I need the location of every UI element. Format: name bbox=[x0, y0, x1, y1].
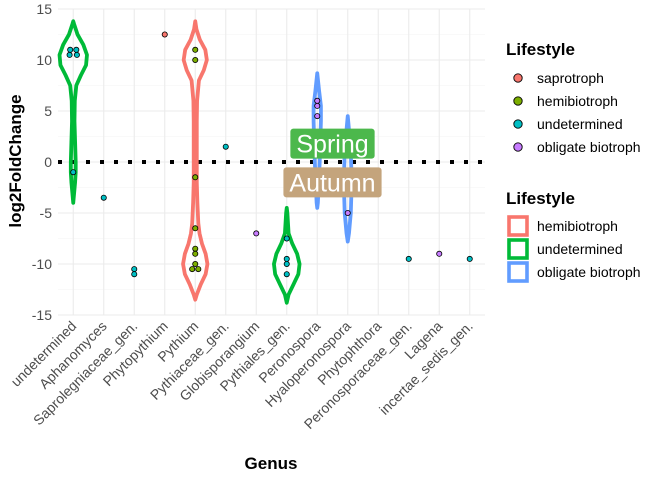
violins bbox=[57, 19, 354, 305]
point-peronospora bbox=[314, 113, 321, 120]
y-tick-label: 5 bbox=[44, 103, 52, 119]
point-lagena bbox=[436, 250, 443, 257]
point-peronospora bbox=[314, 102, 321, 109]
legend-fill-label-obligate-biotroph: obligate biotroph bbox=[537, 139, 641, 155]
point-pythiales-gen bbox=[283, 255, 290, 262]
legend-fill-key-obligate-biotroph bbox=[513, 142, 523, 152]
legend-fill-key-undetermined bbox=[513, 119, 523, 129]
violin-hyaloperonospora bbox=[342, 114, 354, 244]
point-pythium bbox=[195, 266, 202, 273]
point-hyaloperonospora bbox=[344, 209, 351, 216]
point-peronosporaceae-gen bbox=[405, 255, 412, 262]
data-points bbox=[66, 31, 473, 278]
legend-fill-label-saprotroph: saprotroph bbox=[537, 70, 604, 86]
point-pythium bbox=[192, 46, 199, 53]
point-aphanomyces bbox=[100, 194, 107, 201]
y-axis-ticks: -15 -10 -5 0 5 10 15 bbox=[32, 1, 52, 323]
y-tick-label: -5 bbox=[40, 205, 53, 221]
point-pythiales-gen bbox=[283, 271, 290, 278]
y-tick-label: 0 bbox=[44, 154, 52, 170]
point-pythium bbox=[189, 266, 196, 273]
legend-color-label-obligate-biotroph: obligate biotroph bbox=[537, 264, 641, 280]
annotation-autumn-text: Autumn bbox=[289, 169, 375, 197]
legend-color-key-obligate-biotroph bbox=[507, 261, 529, 283]
x-axis-ticks: undeterminedAphanomycesSaprolegniaceae_g… bbox=[8, 318, 476, 432]
legend-fill-lifestyle: Lifestyle saprotroph hemibiotroph undeterm… bbox=[506, 40, 641, 155]
point-peronospora bbox=[314, 97, 321, 104]
y-axis-title: log2FoldChange bbox=[6, 94, 25, 227]
annotation-autumn: Autumn bbox=[283, 167, 382, 198]
legend-fill-label-undetermined: undetermined bbox=[537, 116, 623, 132]
legend-color-lifestyle: Lifestyle hemibiotroph undetermined obliga… bbox=[506, 189, 641, 283]
point-phytopythium bbox=[161, 31, 168, 38]
legend-color-key-hemibiotroph bbox=[507, 215, 529, 237]
violin-pythium bbox=[181, 19, 210, 302]
point-pythium bbox=[192, 260, 199, 267]
point-incertae-sedis-gen bbox=[466, 255, 473, 262]
violin-undetermined bbox=[57, 19, 89, 205]
point-globisporangium bbox=[253, 230, 260, 237]
point-pythium bbox=[192, 225, 199, 232]
point-undetermined bbox=[66, 51, 73, 58]
point-undetermined bbox=[73, 51, 80, 58]
point-pythium bbox=[192, 57, 199, 64]
y-tick-label: 10 bbox=[36, 52, 52, 68]
point-undetermined bbox=[67, 46, 74, 53]
annotation-autumn-box bbox=[283, 167, 382, 198]
legend-color-label-undetermined: undetermined bbox=[537, 241, 623, 257]
point-pythiales-gen bbox=[283, 235, 290, 242]
point-undetermined bbox=[70, 169, 77, 176]
point-saprolegniaceae-gen bbox=[131, 271, 138, 278]
y-tick-label: -10 bbox=[32, 256, 52, 272]
legend-fill-label-hemibiotroph: hemibiotroph bbox=[537, 93, 618, 109]
legend-color-key-undetermined bbox=[507, 238, 529, 260]
legend-color-label-hemibiotroph: hemibiotroph bbox=[537, 218, 618, 234]
point-undetermined bbox=[73, 46, 80, 53]
legend-fill-key-saprotroph bbox=[513, 73, 523, 83]
point-saprolegniaceae-gen bbox=[131, 266, 138, 273]
y-tick-label: -15 bbox=[32, 307, 52, 323]
annotation-spring: Spring bbox=[290, 128, 375, 159]
x-axis-title: Genus bbox=[245, 454, 298, 473]
point-pythium bbox=[192, 245, 199, 252]
legend-color-title: Lifestyle bbox=[506, 189, 575, 208]
point-pythiales-gen bbox=[283, 260, 290, 267]
annotation-spring-text: Spring bbox=[296, 131, 368, 159]
point-pythium bbox=[192, 174, 199, 181]
annotation-spring-box bbox=[290, 128, 375, 159]
legend-fill-key-hemibiotroph bbox=[513, 96, 523, 106]
y-tick-label: 15 bbox=[36, 1, 52, 17]
violin-pythiales-gen bbox=[272, 206, 302, 305]
legend-fill-title: Lifestyle bbox=[506, 40, 575, 59]
season-annotations: Spring Autumn bbox=[283, 128, 382, 198]
point-pythiaceae-gen bbox=[222, 143, 229, 150]
point-pythium bbox=[192, 250, 199, 257]
